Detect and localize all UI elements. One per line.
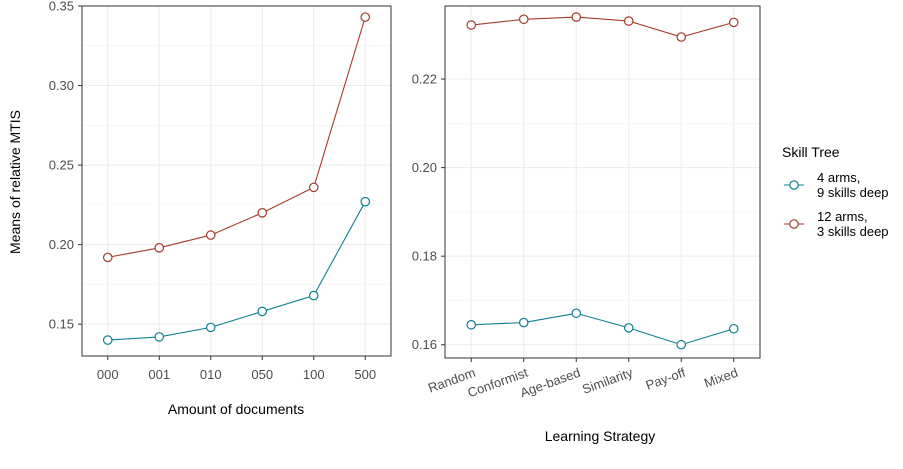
chart-panel-strategy: 0.160.180.200.22RandomConformistAge-base… (412, 5, 761, 401)
legend-entry-4-arms: 4 arms, 9 skills deep (784, 170, 889, 200)
panel-border (81, 5, 392, 357)
x-tick-label: Mixed (702, 365, 740, 391)
data-point-0-3 (257, 306, 268, 317)
y-tick-label: 0.22 (412, 72, 437, 87)
data-point-1-1 (518, 14, 529, 25)
data-point-1-4 (308, 182, 319, 193)
data-point-0-4 (308, 290, 319, 301)
data-point-0-5 (360, 196, 371, 207)
y-tick-label: 0.15 (49, 317, 74, 332)
data-point-1-3 (623, 16, 634, 26)
data-point-0-4 (676, 339, 687, 350)
x-tick-label: Pay-off (644, 365, 688, 393)
data-point-1-0 (466, 20, 477, 30)
y-tick-label: 0.35 (49, 0, 74, 14)
data-point-1-1 (154, 243, 165, 253)
y-tick-label: 0.20 (412, 160, 437, 175)
y-tick-label: 0.20 (49, 237, 74, 252)
x-axis-title-documents: Amount of documents (168, 401, 304, 417)
chart-panel-documents: 0.15 0.20 0.25 0.30 0.35 000 001 010 050 100 500 (49, 0, 392, 382)
x-tick-label: Similarity (580, 365, 635, 397)
legend-label-4-arms-line1: 4 arms, (817, 170, 860, 185)
x-tick-label: 010 (200, 367, 222, 382)
series-line-0 (107, 201, 366, 341)
data-point-0-3 (623, 323, 634, 333)
legend-entry-12-arms: 12 arms, 3 skills deep (784, 209, 889, 239)
data-point-0-2 (571, 308, 582, 319)
series-line-1 (471, 16, 734, 38)
panel-border (444, 5, 761, 359)
x-tick-label: 500 (354, 367, 376, 382)
x-tick-label: 001 (148, 367, 170, 382)
legend: Skill Tree 4 arms, 9 skills deep 12 arms… (782, 144, 889, 239)
legend-key-point-4-arms (789, 180, 799, 190)
data-point-1-3 (257, 208, 268, 218)
series-line-0 (471, 312, 734, 346)
data-point-0-0 (102, 335, 113, 345)
y-tick-label: 0.18 (412, 249, 437, 264)
x-tick-label: 000 (97, 367, 119, 382)
legend-label-12-arms-line1: 12 arms, (817, 209, 868, 224)
y-tick-label: 0.16 (412, 337, 437, 352)
data-point-1-2 (205, 230, 216, 240)
legend-label-12-arms-line2: 3 skills deep (817, 224, 889, 239)
data-point-0-5 (728, 323, 739, 334)
data-point-1-4 (676, 32, 687, 42)
series-line-1 (107, 16, 366, 258)
legend-title: Skill Tree (782, 144, 840, 160)
x-tick-label: 100 (303, 367, 325, 382)
x-axis-title-strategy: Learning Strategy (545, 428, 656, 444)
data-point-0-1 (154, 332, 165, 342)
data-point-1-5 (360, 12, 371, 22)
y-tick-label: 0.25 (49, 158, 74, 173)
data-point-1-2 (571, 12, 582, 22)
data-point-0-1 (518, 317, 529, 328)
y-axis-title: Means of relative MTIS (7, 110, 23, 254)
legend-key-point-12-arms (789, 219, 799, 229)
data-point-0-0 (466, 319, 477, 330)
x-tick-label: 050 (251, 367, 273, 382)
data-point-0-2 (205, 322, 216, 333)
legend-label-4-arms-line2: 9 skills deep (817, 185, 889, 200)
data-point-1-5 (728, 17, 739, 28)
data-point-1-0 (102, 252, 113, 263)
y-tick-label: 0.30 (49, 78, 74, 93)
x-tick-label: Age-based (518, 365, 582, 401)
